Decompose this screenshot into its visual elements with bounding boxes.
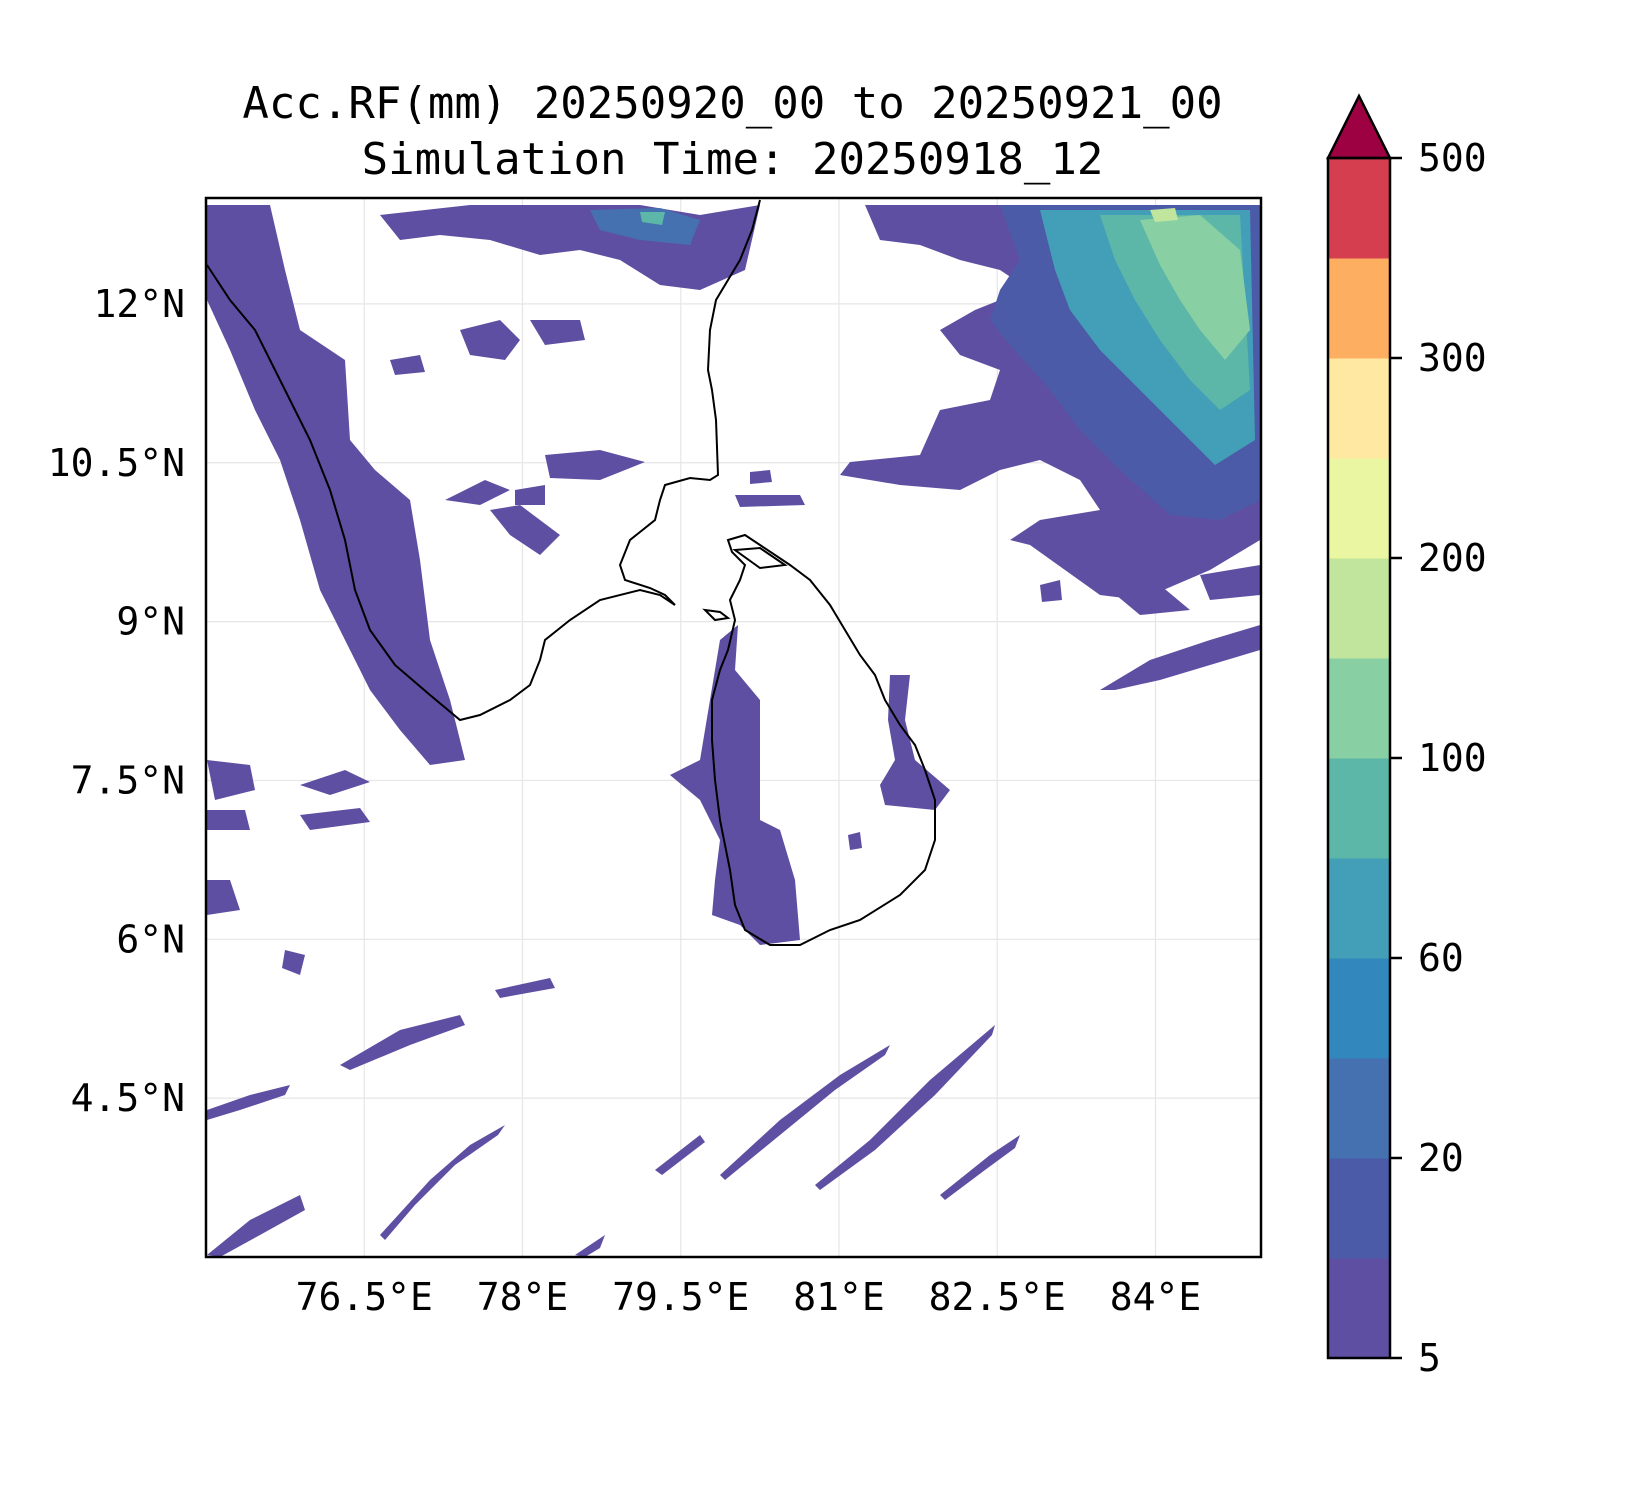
rain-tn-5 — [445, 480, 510, 505]
rain-tn-6 — [515, 485, 545, 505]
rain-tn-1 — [460, 320, 520, 360]
rain-band-s5 — [655, 1135, 705, 1175]
rain-band-s7 — [815, 1025, 995, 1190]
coastlines — [206, 199, 936, 946]
rain-tn-4 — [545, 450, 645, 480]
colorbar-segment — [1328, 358, 1390, 459]
colorbar-segment — [1328, 1258, 1390, 1359]
rain-tn-3 — [390, 355, 425, 375]
rain-arabian-left-3 — [207, 880, 240, 915]
map-frame — [204, 196, 1263, 1259]
colorbar-segment — [1328, 158, 1390, 259]
rain-top-strip — [380, 205, 760, 290]
lat-tick-label: 10.5°N — [48, 441, 185, 485]
colorbar-tick-label: 20 — [1418, 1136, 1464, 1180]
lat-tick-label: 6°N — [116, 917, 185, 961]
rain-arabian-left-2 — [207, 810, 250, 830]
lon-tick-label: 78°E — [477, 1275, 569, 1319]
rain-band-s3 — [207, 1195, 305, 1257]
rain-band-s6 — [720, 1045, 890, 1180]
rain-bay-south — [1100, 625, 1260, 690]
mannar-island — [702, 608, 731, 622]
jaffna-lagoon — [732, 546, 788, 570]
india-coastline — [206, 199, 761, 722]
rain-band-s1 — [340, 1015, 465, 1070]
rain-band-s4 — [575, 1235, 605, 1257]
rain-bay-south-4 — [1200, 565, 1260, 600]
rain-arabian-left — [207, 760, 255, 800]
rain-band-s9 — [207, 1085, 290, 1120]
axis-tick-labels: 76.5°E 78°E 79.5°E 81°E 82.5°E 84°E 12°N 10.5°N… — [48, 282, 1202, 1319]
colorbar-tick-label: 100 — [1418, 736, 1487, 780]
rain-kerala-coast — [207, 205, 465, 765]
srilanka-coastline — [711, 533, 936, 946]
colorbar-tick-label: 500 — [1418, 136, 1487, 180]
rain-arabian-left-4 — [300, 770, 370, 795]
map-title-line-1: Acc.RF(mm) 20250920_00 to 20250921_00 — [242, 78, 1223, 129]
colorbar-segment — [1328, 758, 1390, 859]
colorbar-tick-label: 300 — [1418, 336, 1487, 380]
colorbar-segment — [1328, 1158, 1390, 1259]
colorbar-extend-arrow — [1325, 93, 1393, 160]
rain-band-s10 — [495, 978, 555, 998]
rain-top-strip-core2 — [640, 212, 665, 225]
rain-band-s8 — [940, 1135, 1020, 1200]
colorbar: 5 20 60 100 200 300 500 — [1325, 93, 1487, 1380]
map-title-line-2: Simulation Time: 20250918_12 — [361, 134, 1104, 185]
rain-bay-south-2 — [1040, 580, 1062, 602]
lat-tick-label: 4.5°N — [71, 1076, 185, 1120]
rain-palk-2 — [750, 470, 772, 484]
rain-palk-1 — [735, 495, 805, 507]
lon-tick-label: 76.5°E — [296, 1275, 433, 1319]
colorbar-segment — [1328, 1058, 1390, 1159]
colorbar-segment — [1328, 858, 1390, 959]
rain-srilanka-west — [670, 625, 800, 945]
rain-srilanka-east — [880, 675, 950, 810]
colorbar-segment — [1328, 658, 1390, 759]
rain-tn-2 — [530, 320, 585, 345]
colorbar-segment — [1328, 958, 1390, 1059]
rain-tn-7 — [490, 505, 560, 555]
colorbar-tick-label: 5 — [1418, 1336, 1441, 1380]
lon-tick-label: 79.5°E — [612, 1275, 749, 1319]
lat-tick-label: 12°N — [93, 282, 185, 326]
rainfall-contours — [207, 205, 1260, 1257]
colorbar-tick-label: 60 — [1418, 936, 1464, 980]
colorbar-segment — [1328, 558, 1390, 659]
lon-tick-label: 81°E — [793, 1275, 885, 1319]
rain-srilanka-east-2 — [848, 832, 862, 850]
rain-band-s2 — [380, 1125, 505, 1240]
colorbar-tick-label: 200 — [1418, 536, 1487, 580]
rain-bay-peak — [1140, 215, 1250, 360]
rain-arabian-left-6 — [282, 950, 305, 975]
colorbar-segment — [1328, 258, 1390, 359]
lat-tick-label: 9°N — [116, 600, 185, 644]
rain-bay-south-3 — [1110, 585, 1190, 615]
lon-tick-label: 84°E — [1110, 1275, 1202, 1319]
lat-tick-label: 7.5°N — [71, 758, 185, 802]
lon-tick-label: 82.5°E — [929, 1275, 1066, 1319]
rain-bay-peak-2 — [1150, 208, 1178, 222]
rain-arabian-left-5 — [300, 808, 370, 830]
rain-top-strip-core — [590, 208, 700, 245]
colorbar-segment — [1328, 458, 1390, 559]
